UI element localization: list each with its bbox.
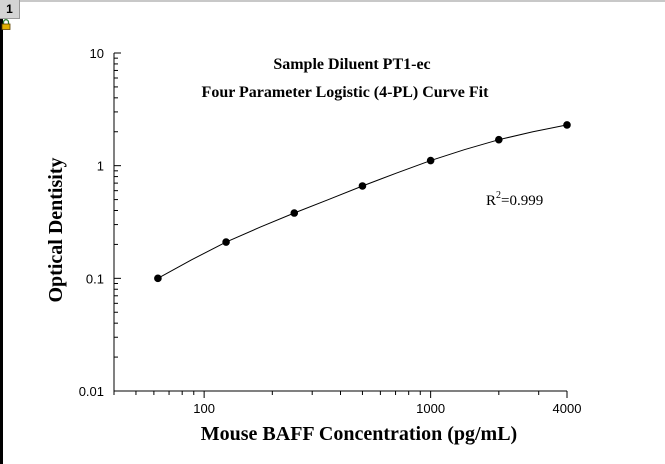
y-tick-label: 0.01 bbox=[79, 384, 104, 399]
data-point bbox=[426, 156, 435, 165]
window-left-edge bbox=[0, 0, 3, 464]
x-tick-label: 4000 bbox=[553, 401, 582, 416]
tick-labels: 0.01 0.1 1 10 100 1000 4000 bbox=[79, 46, 582, 416]
chart-subtitle: Four Parameter Logistic (4-PL) Curve Fit bbox=[202, 84, 490, 101]
r-squared-value: =0.999 bbox=[501, 193, 543, 209]
data-point bbox=[563, 121, 571, 129]
data-points bbox=[154, 121, 571, 283]
x-tick-label: 1000 bbox=[416, 401, 445, 416]
page-number-tab[interactable]: 1 bbox=[0, 0, 20, 19]
data-point bbox=[358, 182, 367, 190]
y-tick-label: 0.1 bbox=[86, 271, 104, 286]
x-axis-title: Mouse BAFF Concentration (pg/mL) bbox=[201, 423, 517, 445]
r-squared-symbol: R bbox=[486, 193, 496, 209]
data-point bbox=[495, 135, 503, 144]
y-axis-title: Optical Dentisity bbox=[45, 158, 67, 303]
chart-title: Sample Diluent PT1-ec bbox=[273, 56, 430, 73]
axis-ticks bbox=[113, 52, 568, 398]
data-point bbox=[290, 209, 299, 217]
x-tick-label: 100 bbox=[193, 401, 215, 416]
data-point bbox=[222, 238, 230, 246]
lock-icon bbox=[1, 19, 11, 30]
window-top-edge bbox=[0, 0, 665, 2]
y-tick-label: 1 bbox=[97, 159, 104, 174]
axes bbox=[113, 53, 567, 392]
r-squared-superscript: 2 bbox=[496, 190, 501, 201]
y-tick-label: 10 bbox=[90, 46, 104, 61]
r-squared-annotation: R2=0.999 bbox=[486, 190, 543, 209]
data-point bbox=[154, 274, 162, 283]
